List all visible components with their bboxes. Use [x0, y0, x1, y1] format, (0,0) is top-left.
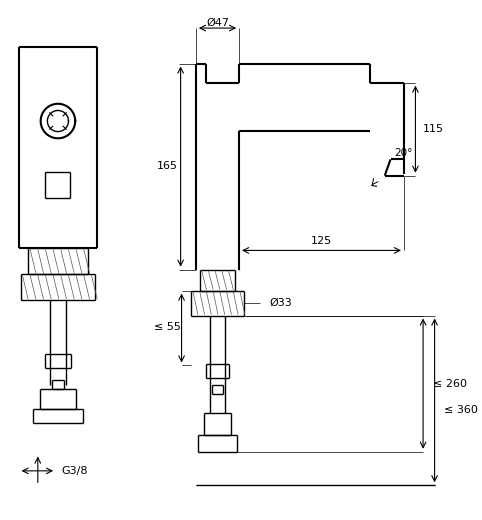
- Text: G3/8: G3/8: [62, 466, 88, 476]
- Text: Ø47: Ø47: [206, 18, 229, 28]
- Text: ≤ 55: ≤ 55: [154, 322, 181, 332]
- Text: 125: 125: [311, 236, 332, 246]
- Text: 165: 165: [157, 161, 178, 171]
- Text: ≤ 260: ≤ 260: [433, 379, 467, 388]
- Text: 20°: 20°: [394, 148, 413, 158]
- Text: Ø33: Ø33: [270, 298, 293, 308]
- Text: 115: 115: [423, 124, 444, 134]
- Text: ≤ 360: ≤ 360: [444, 405, 478, 414]
